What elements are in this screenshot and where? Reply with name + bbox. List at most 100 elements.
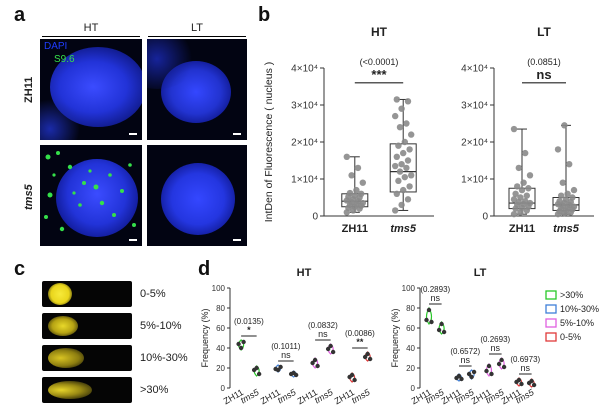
data-point <box>569 194 576 201</box>
significance: ns <box>536 67 551 82</box>
data-point <box>328 343 333 349</box>
data-point <box>501 364 507 370</box>
legend-swatch <box>545 332 557 342</box>
y-tick-label: 3×10⁴ <box>291 101 318 112</box>
data-point <box>396 168 404 175</box>
x-tick-label: tms5 <box>553 223 580 235</box>
p-value: (<0.0001) <box>360 57 399 67</box>
comet-label-5-10: 5%-10% <box>140 320 182 332</box>
x-tick-label: tms5 <box>350 387 373 406</box>
data-point <box>408 131 415 138</box>
data-point <box>439 321 444 327</box>
data-point <box>525 185 532 192</box>
data-point <box>404 98 412 105</box>
data-point <box>529 378 534 384</box>
y-tick-label: 1×10⁴ <box>461 175 488 186</box>
violin-shape <box>438 320 445 335</box>
data-point <box>558 192 565 199</box>
data-point <box>401 138 408 146</box>
data-point <box>348 172 355 179</box>
data-point <box>514 183 521 190</box>
y-tick-label: 100 <box>402 284 416 293</box>
data-point <box>526 172 534 179</box>
data-point <box>293 372 299 378</box>
p-value: (0.0135) <box>234 317 264 326</box>
micrograph-ht-zh11: DAPI S9.6 <box>40 39 142 140</box>
data-point <box>353 186 360 194</box>
comet-10-30 <box>42 345 132 371</box>
y-tick-label: 2×10⁴ <box>461 138 488 149</box>
y-tick-label: 20 <box>406 364 415 373</box>
y-tick-label: 80 <box>406 304 415 313</box>
s96-foci <box>40 145 142 246</box>
data-point <box>400 149 407 157</box>
chart-title: LT <box>537 25 551 39</box>
comet-label-10-30: 10%-30% <box>140 352 188 364</box>
s96-foci-svg <box>44 151 136 232</box>
significance: ns <box>318 329 328 339</box>
comet-label-0-5: 0-5% <box>140 288 166 300</box>
data-point <box>349 372 355 378</box>
violin-shape <box>485 363 493 377</box>
significance: *** <box>371 67 387 82</box>
data-point <box>510 196 518 203</box>
data-point <box>392 207 399 214</box>
panel-b-charts: HT 0 1×10⁴ 2×10⁴ 3×10⁴ 4×10⁴ IntDen of Fluores… <box>263 25 594 235</box>
data-point <box>325 346 331 352</box>
col-title-ht: HT <box>83 22 99 34</box>
data-point <box>395 142 402 149</box>
col-title-rule-lt <box>148 36 246 37</box>
data-point <box>406 183 413 190</box>
panel-a-letter: a <box>14 4 26 26</box>
panel-c-letter: c <box>14 258 26 280</box>
x-tick-label: tms5 <box>390 223 417 235</box>
data-point <box>393 190 400 197</box>
data-point <box>354 164 362 172</box>
significance: ** <box>356 337 364 347</box>
row-label-zh11: ZH11 <box>23 76 35 103</box>
significance: ns <box>431 293 441 303</box>
significance: ns <box>461 355 471 365</box>
data-point <box>392 112 399 120</box>
y-axis-label: Frequency (%) <box>200 308 210 367</box>
comet-head <box>48 381 92 399</box>
y-tick-label: 40 <box>406 344 415 353</box>
micrograph-lt-zh11 <box>147 39 247 140</box>
data-point <box>562 196 570 203</box>
data-point <box>398 105 405 112</box>
data-point <box>564 190 571 197</box>
data-point <box>522 149 529 157</box>
data-point <box>510 210 518 218</box>
legend-swatch <box>545 290 557 300</box>
data-point <box>559 179 566 186</box>
comet-5-10 <box>42 313 132 339</box>
legend-dapi: DAPI <box>44 41 68 52</box>
data-point <box>518 186 526 194</box>
data-point <box>496 361 502 367</box>
x-tick-label: ZH11 <box>342 223 368 235</box>
chart-title: LT <box>474 267 487 279</box>
data-point <box>408 172 415 179</box>
data-point <box>554 146 562 153</box>
data-point <box>395 177 402 185</box>
data-point <box>404 196 412 203</box>
y-tick-label: 0 <box>482 212 488 223</box>
comet-label-30: >30% <box>140 384 169 396</box>
chart-title: HT <box>297 267 312 279</box>
data-point <box>516 377 522 383</box>
scale-bar <box>129 239 137 241</box>
legend-swatch <box>545 304 557 314</box>
p-value: (0.0851) <box>527 57 561 67</box>
data-point <box>401 173 408 181</box>
panel-b-letter: b <box>258 4 271 26</box>
data-point <box>515 164 522 172</box>
nucleus-shape <box>56 159 138 237</box>
y-tick-label: 0 <box>221 384 226 393</box>
data-point <box>406 146 413 153</box>
p-value: (0.0832) <box>308 321 338 330</box>
data-point <box>520 179 527 186</box>
p-value: (0.6973) <box>510 355 540 364</box>
data-point <box>343 153 350 160</box>
y-axis-label: IntDen of Fluorescence ( nucleus ) <box>263 62 275 223</box>
y-tick-label: 80 <box>216 304 225 313</box>
